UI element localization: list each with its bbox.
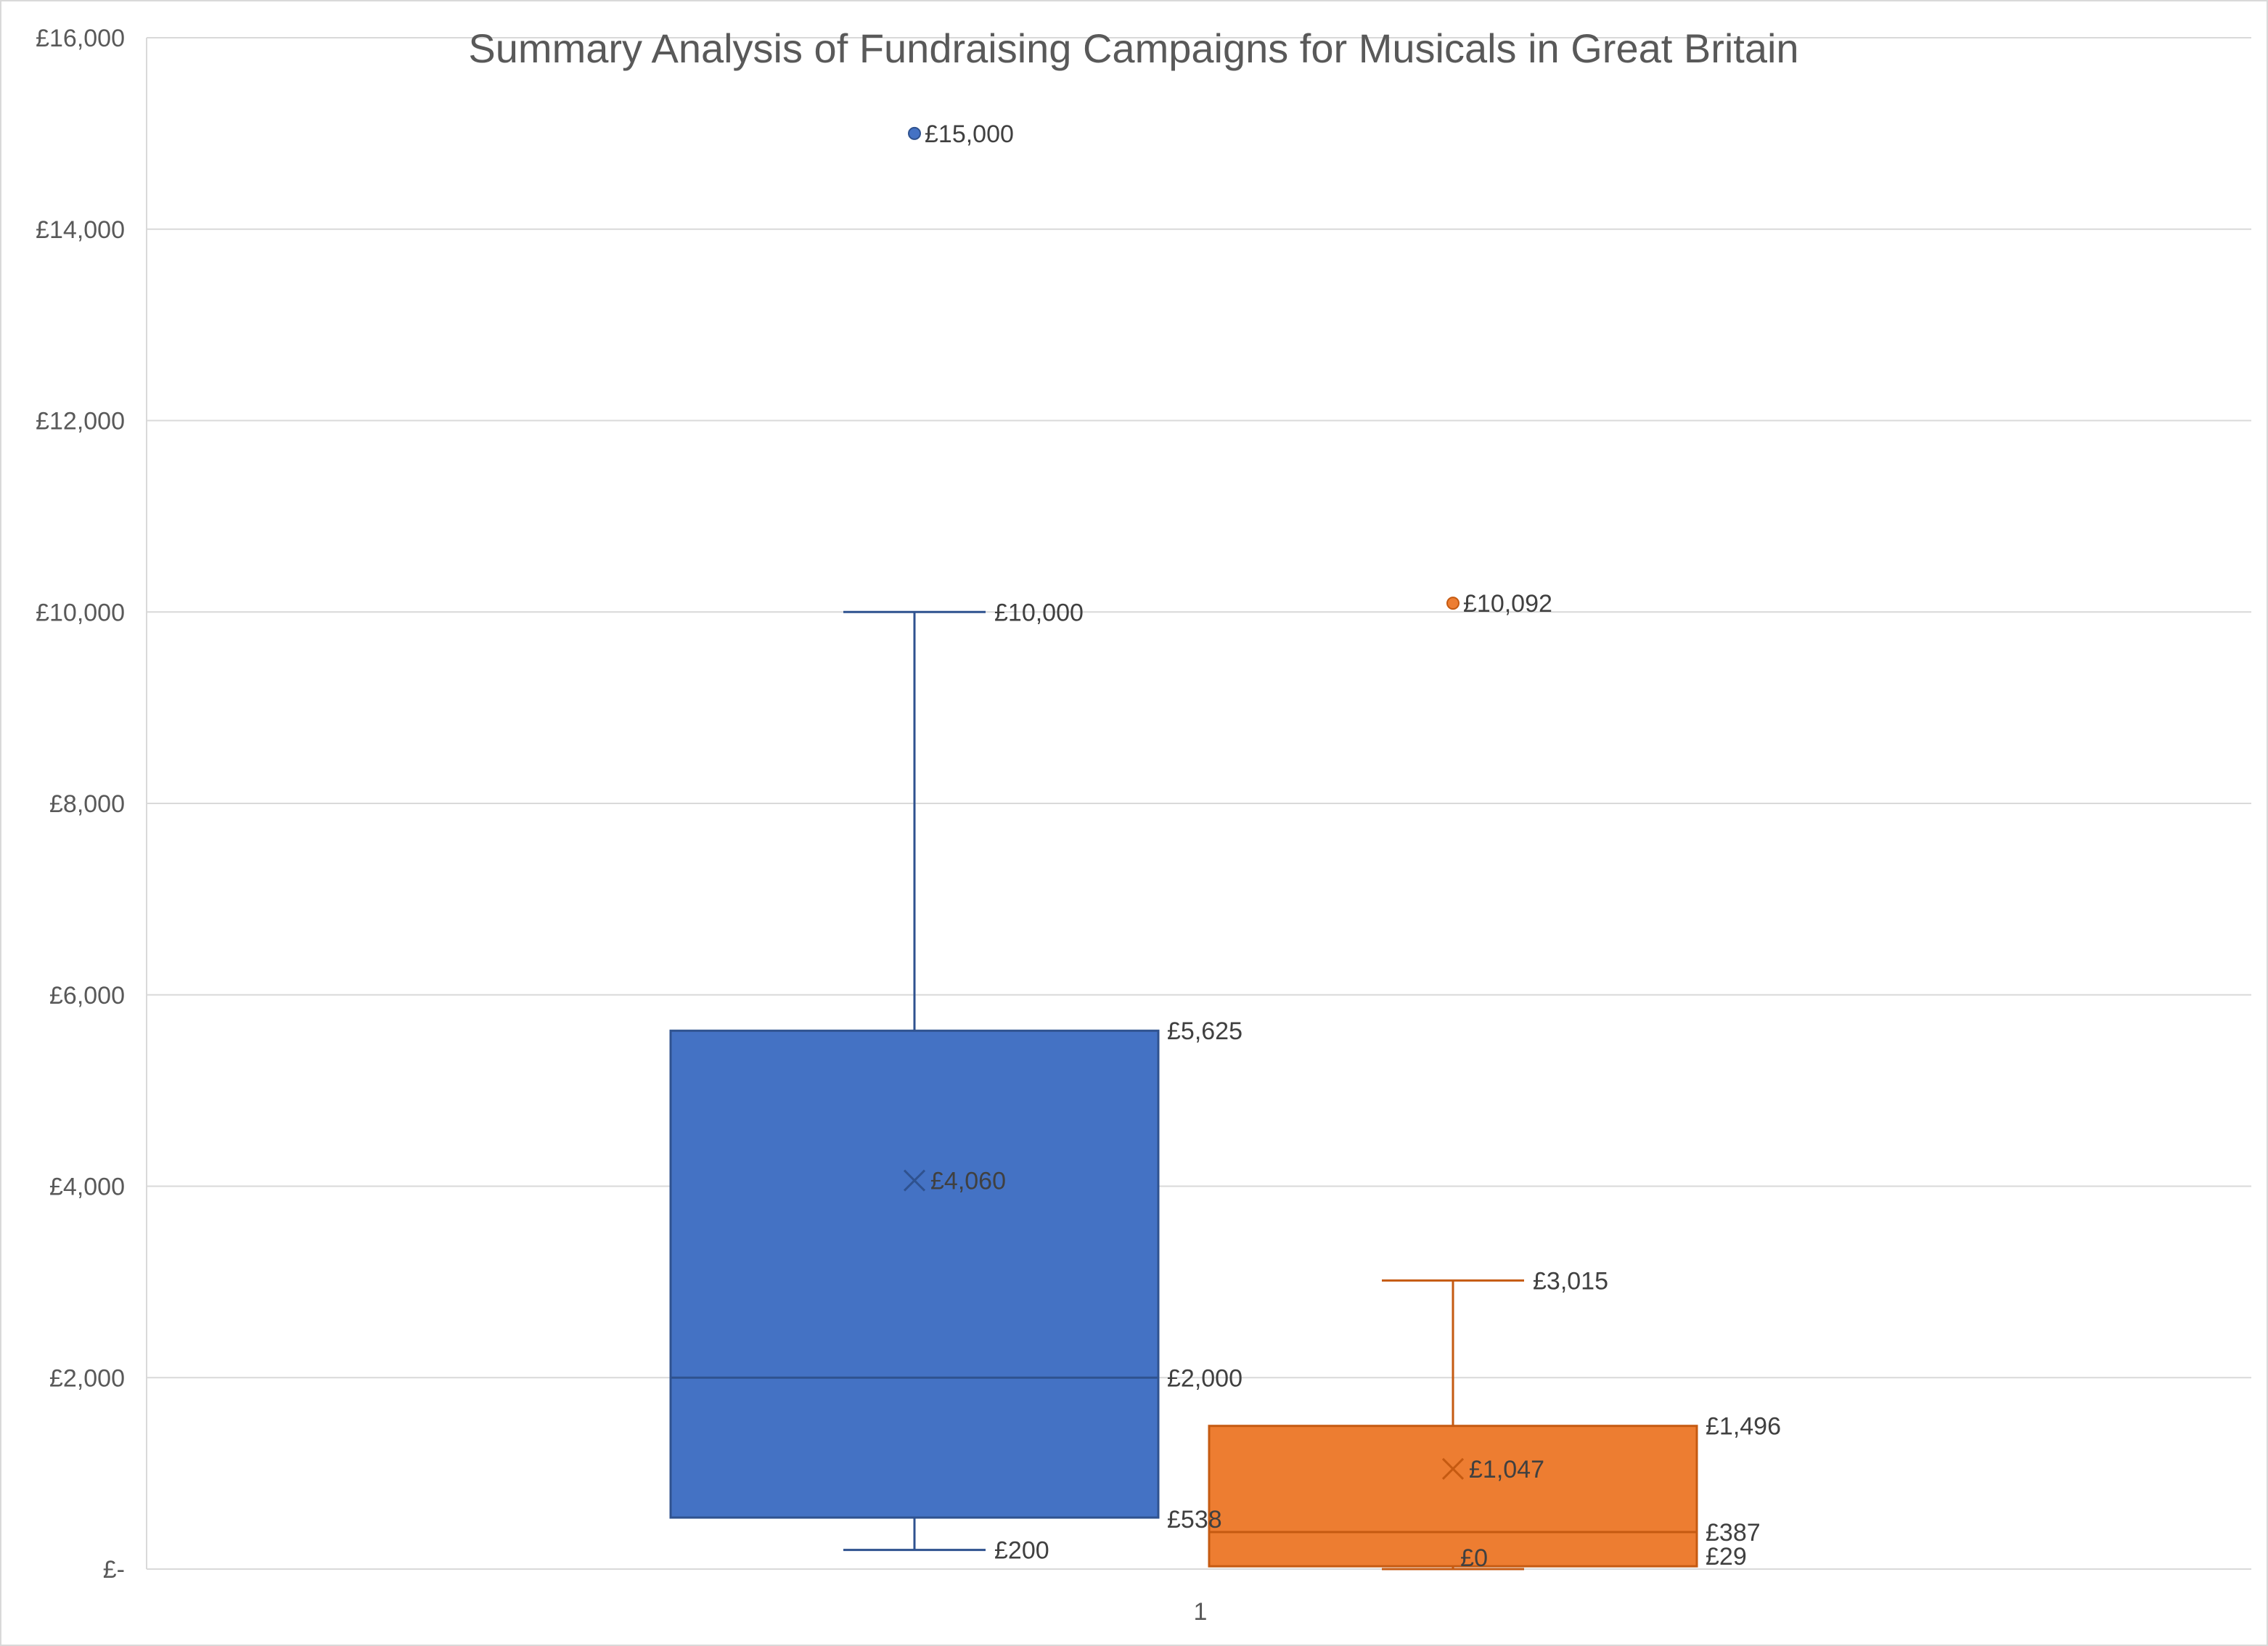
- data-label: £200: [994, 1537, 1049, 1565]
- y-tick-label: £6,000: [49, 982, 125, 1010]
- mean-marker-stroke: [903, 1169, 926, 1192]
- data-label: £1,496: [1706, 1413, 1781, 1441]
- axes: £- £2,000 £4,000 £6,000 £8,000 £10,000 £12,000…: [36, 25, 1207, 1626]
- mean-marker-stroke: [1441, 1457, 1465, 1480]
- gridlines: [147, 37, 2251, 1570]
- mean-marker: [1441, 1457, 1465, 1480]
- box-iqr: [669, 1029, 1160, 1519]
- y-tick-label: £4,000: [49, 1174, 125, 1201]
- x-tick-label: 1: [1194, 1598, 1208, 1626]
- box-iqr: [1208, 1425, 1698, 1568]
- y-tick-label: £-: [103, 1556, 125, 1584]
- box-series-1: [669, 126, 1160, 1552]
- data-label: £0: [1460, 1544, 1488, 1572]
- data-label: £4,060: [930, 1168, 1006, 1195]
- chart-title: Summary Analysis of Fundraising Campaign…: [468, 25, 1798, 71]
- data-label: £5,625: [1167, 1018, 1243, 1045]
- data-label: £2,000: [1167, 1364, 1243, 1392]
- data-labels: £10,000 £5,625 £2,000 £4,060 £15,000 £538 £200…: [925, 120, 1781, 1572]
- data-label: £10,000: [994, 599, 1084, 626]
- y-tick-label: £8,000: [49, 790, 125, 818]
- data-label: £15,000: [925, 120, 1014, 148]
- outlier-point: [1446, 597, 1460, 610]
- y-tick-label: £16,000: [36, 25, 125, 52]
- y-tick-label: £12,000: [36, 408, 125, 435]
- data-label: £387: [1706, 1519, 1761, 1547]
- mean-marker: [903, 1169, 926, 1192]
- data-label: £3,015: [1533, 1267, 1608, 1295]
- outlier-point: [908, 126, 921, 140]
- y-tick-label: £2,000: [49, 1364, 125, 1392]
- data-label: £1,047: [1469, 1456, 1544, 1483]
- data-label: £10,092: [1463, 590, 1552, 618]
- data-label: £538: [1167, 1506, 1222, 1534]
- y-tick-label: £14,000: [36, 216, 125, 244]
- y-tick-label: £10,000: [36, 599, 125, 626]
- series-group: [669, 126, 1698, 1571]
- box-series-2: [1208, 597, 1698, 1571]
- data-label: £29: [1706, 1543, 1747, 1571]
